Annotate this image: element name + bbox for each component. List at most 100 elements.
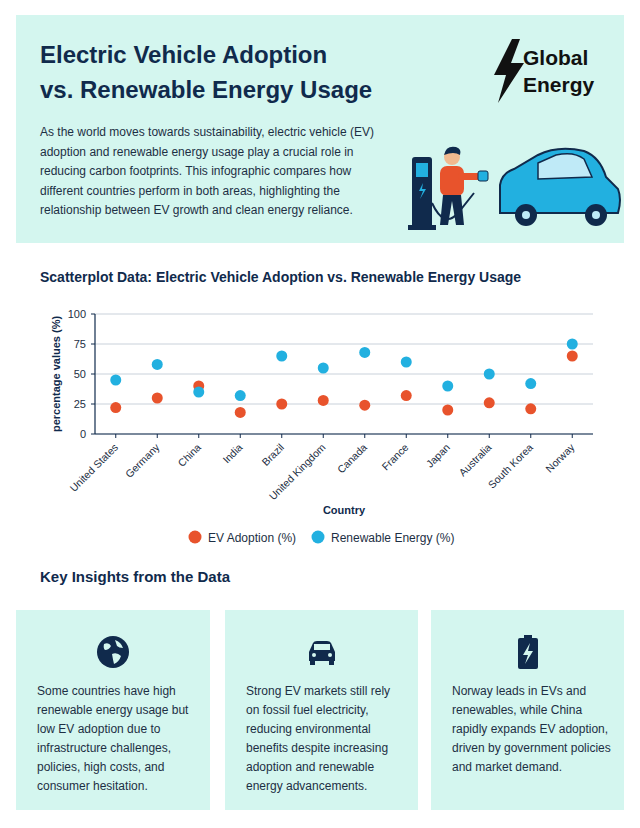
data-point xyxy=(525,403,536,414)
y-tick xyxy=(91,434,95,435)
grid-line xyxy=(95,374,593,375)
x-tick xyxy=(281,434,282,438)
insight-icon xyxy=(510,634,546,670)
battery-body xyxy=(518,638,538,669)
x-tick xyxy=(240,434,241,438)
person-hair xyxy=(444,147,461,155)
x-tick-label: Germany xyxy=(123,440,163,480)
page-title-line: Electric Vehicle Adoption xyxy=(40,37,372,72)
data-point xyxy=(359,400,370,411)
car-icon-window xyxy=(314,644,330,650)
data-point xyxy=(359,347,370,358)
x-tick-label: Norway xyxy=(543,440,577,474)
charger-base xyxy=(408,225,436,230)
y-tick-label: 25 xyxy=(74,398,86,410)
plug xyxy=(478,171,488,181)
insight-icon xyxy=(95,634,131,670)
y-tick xyxy=(91,404,95,405)
insight-text: Norway leads in EVs and renewables, whil… xyxy=(452,682,612,777)
insight-card: Some countries have high renewable energ… xyxy=(16,610,210,810)
data-point xyxy=(152,359,163,370)
x-tick-label: France xyxy=(379,441,411,473)
grid-line xyxy=(95,344,593,345)
insight-card: Strong EV markets still rely on fossil f… xyxy=(225,610,418,810)
data-point xyxy=(567,351,578,362)
y-tick-label: 0 xyxy=(80,428,86,440)
person-legs xyxy=(440,195,464,225)
data-point xyxy=(193,381,204,392)
x-tick xyxy=(323,434,324,438)
data-point xyxy=(276,399,287,410)
car-icon-light xyxy=(312,653,316,657)
page-title: Electric Vehicle Adoptionvs. Renewable E… xyxy=(40,37,372,107)
charger-bolt xyxy=(419,183,426,199)
data-point xyxy=(235,390,246,401)
data-point xyxy=(401,357,412,368)
y-tick-label: 75 xyxy=(74,338,86,350)
x-axis-label: Country xyxy=(323,504,366,516)
legend-marker xyxy=(312,531,325,544)
x-tick-label: Canada xyxy=(335,441,370,476)
car-wheel xyxy=(585,204,607,226)
page-title-line: vs. Renewable Energy Usage xyxy=(40,72,372,107)
globe xyxy=(97,636,129,668)
y-tick-label: 100 xyxy=(68,308,86,320)
y-tick xyxy=(91,344,95,345)
data-point xyxy=(276,351,287,362)
x-tick-label: South Korea xyxy=(485,441,535,491)
battery-bolt xyxy=(523,643,533,664)
car-hub xyxy=(592,211,600,219)
x-tick xyxy=(572,434,573,438)
x-tick-label: United Kingdom xyxy=(266,441,327,502)
x-tick-label: China xyxy=(175,441,203,469)
intro-text: As the world moves towards sustainabilit… xyxy=(40,123,385,221)
car-icon xyxy=(309,641,335,661)
x-tick xyxy=(489,434,490,438)
car-icon-wheel xyxy=(329,661,334,665)
x-tick-label: Japan xyxy=(423,441,452,470)
y-axis xyxy=(94,314,95,434)
x-tick xyxy=(447,434,448,438)
insight-icon xyxy=(304,634,340,670)
legend-label: EV Adoption (%) xyxy=(208,531,296,545)
charger-screen xyxy=(416,163,428,177)
legend-marker xyxy=(189,531,202,544)
x-tick-label: Brazil xyxy=(259,441,286,468)
legend-label: Renewable Energy (%) xyxy=(331,531,454,545)
logo-line: Energy xyxy=(523,71,594,98)
car-icon-wheel xyxy=(310,661,315,665)
x-tick-label: Australia xyxy=(456,441,493,478)
data-point xyxy=(235,407,246,418)
data-point xyxy=(110,375,121,386)
logo-line: Global xyxy=(523,44,594,71)
y-axis-label: percentage values (%) xyxy=(50,316,62,432)
y-tick xyxy=(91,374,95,375)
car-hub xyxy=(522,211,530,219)
person-arm xyxy=(458,173,480,180)
car-icon-light xyxy=(328,653,332,657)
person-body xyxy=(440,166,464,196)
data-point xyxy=(193,387,204,398)
data-point xyxy=(442,405,453,416)
data-point xyxy=(525,378,536,389)
data-point xyxy=(484,397,495,408)
illustration xyxy=(388,133,628,233)
x-axis xyxy=(95,433,593,434)
data-point xyxy=(442,381,453,392)
grid-line xyxy=(95,314,593,315)
x-tick xyxy=(364,434,365,438)
x-tick xyxy=(157,434,158,438)
grid-line xyxy=(95,404,593,405)
car-wheel xyxy=(515,204,537,226)
logo-text: GlobalEnergy xyxy=(523,44,594,98)
x-tick xyxy=(198,434,199,438)
car-window xyxy=(538,154,592,179)
data-point xyxy=(318,395,329,406)
y-tick xyxy=(91,314,95,315)
data-point xyxy=(152,393,163,404)
data-point xyxy=(110,402,121,413)
data-point xyxy=(401,390,412,401)
x-tick xyxy=(406,434,407,438)
x-tick xyxy=(530,434,531,438)
data-point xyxy=(484,369,495,380)
